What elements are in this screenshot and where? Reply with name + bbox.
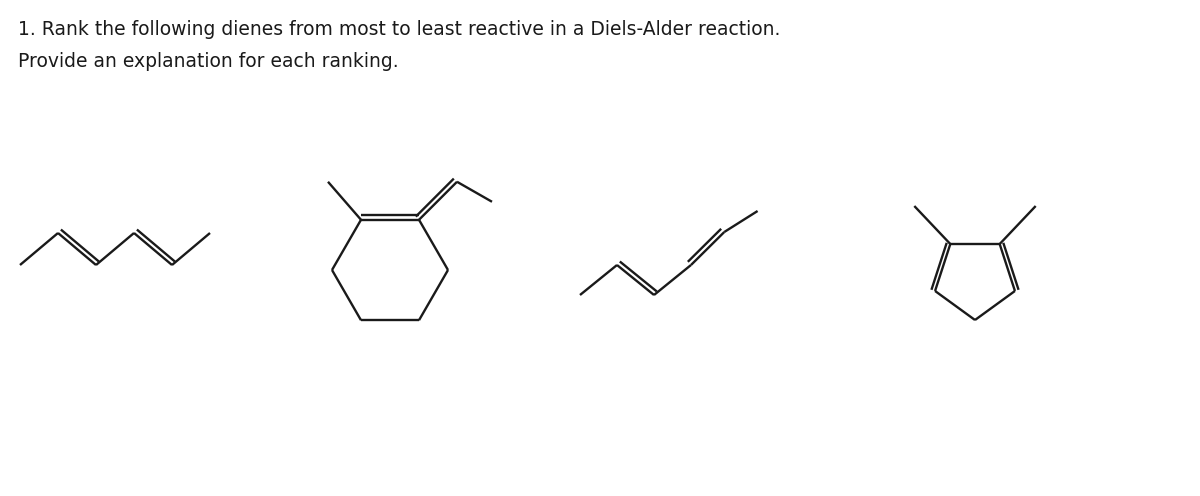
Text: 1. Rank the following dienes from most to least reactive in a Diels-Alder reacti: 1. Rank the following dienes from most t… <box>18 20 780 39</box>
Text: Provide an explanation for each ranking.: Provide an explanation for each ranking. <box>18 52 398 71</box>
